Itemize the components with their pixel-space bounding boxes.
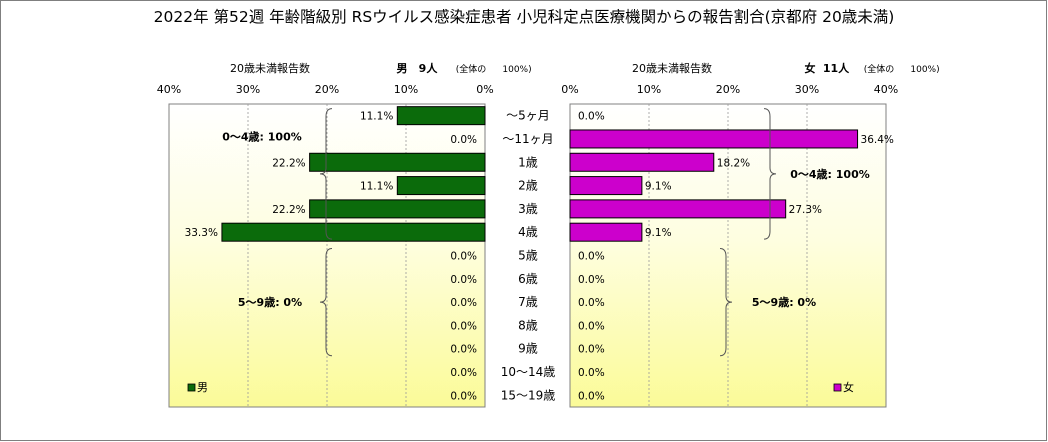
female-header-label: 20歳未満報告数 [632,62,712,75]
male-value-label: 0.0% [450,274,477,286]
female-tick-label: 40% [874,83,898,96]
category-label: 3歳 [518,202,538,216]
male-annotation-5-9: 5～9歳: 0% [238,295,302,309]
female-annotation-5-9: 5～9歳: 0% [752,295,816,309]
female-bar [569,152,715,172]
category-label: 6歳 [518,272,538,286]
female-value-label: 36.4% [861,134,894,146]
male-brace-5-9 [319,248,333,357]
category-label: 9歳 [518,342,538,356]
male-header-pct: 100%) [502,65,531,75]
female-annotation-0-4: 0～4歳: 100% [790,167,870,181]
category-label: 8歳 [518,318,538,332]
male-tick-label: 0% [476,83,493,96]
female-value-label: 0.0% [578,344,605,356]
female-tick-label: 10% [637,83,661,96]
male-header-label: 20歳未満報告数 [230,62,310,75]
female-value-label: 9.1% [645,181,672,193]
female-value-label: 0.0% [578,251,605,263]
female-value-label: 18.2% [717,157,750,169]
female-value-label: 0.0% [578,390,605,402]
male-legend-label: 男 [197,381,208,394]
male-header-note: (全体の [456,63,487,75]
male-value-label: 0.0% [450,297,477,309]
male-bar [221,222,486,242]
male-legend-swatch [187,383,196,392]
category-label: 15～19歳 [501,388,556,402]
male-tick-label: 20% [315,83,339,96]
category-label: 4歳 [518,225,538,239]
female-header-note: (全体の [864,63,895,75]
male-tick-label: 40% [157,83,181,96]
category-label: 2歳 [518,179,538,193]
female-value-label: 0.0% [578,367,605,379]
male-tick-label: 10% [394,83,418,96]
male-tick-label: 30% [236,83,260,96]
male-annotation-0-4: 0～4歳: 100% [222,129,302,143]
category-label: 7歳 [518,295,538,309]
female-tick-label: 30% [795,83,819,96]
male-value-label: 0.0% [450,390,477,402]
male-bar [309,152,486,172]
female-bar [569,222,643,242]
female-value-label: 0.0% [578,320,605,332]
male-header-count: 9人 [419,61,439,75]
plot-layer: 0%10%20%30%40%20歳未満報告数男 9人 (全体の 100%)11.1%0… [157,61,940,408]
female-value-label: 9.1% [645,227,672,239]
female-legend-label: 女 [843,380,854,394]
female-tick-label: 0% [561,83,578,96]
male-value-label: 0.0% [450,251,477,263]
female-value-label: 0.0% [578,297,605,309]
male-bar [396,106,486,126]
female-legend-swatch [833,383,842,392]
category-label: 5歳 [518,249,538,263]
category-label: 10～14歳 [501,365,556,379]
female-bar [569,129,859,149]
category-label: ～11ヶ月 [502,132,553,146]
male-value-label: 22.2% [272,157,305,169]
male-value-label: 0.0% [450,320,477,332]
category-label: ～5ヶ月 [506,109,550,123]
male-value-label: 11.1% [360,181,393,193]
male-brace-0-4 [319,108,333,240]
female-bar [569,176,643,196]
male-value-label: 33.3% [185,227,218,239]
female-value-label: 0.0% [578,111,605,123]
female-tick-label: 20% [716,83,740,96]
male-bar [309,199,486,219]
male-value-label: 0.0% [450,134,477,146]
male-value-label: 22.2% [272,204,305,216]
female-header-name: 女 [805,61,816,75]
chart-title: 2022年 第52週 年齢階級別 RSウイルス感染症患者 小児科定点医療機関から… [154,8,895,26]
female-brace-5-9 [719,248,733,357]
female-brace-0-4 [763,108,777,240]
male-header-name: 男 [397,62,408,75]
female-header-pct: 100%) [910,65,939,75]
male-bar [396,176,486,196]
female-bar [569,199,787,219]
category-label: 1歳 [518,155,538,169]
female-value-label: 0.0% [578,274,605,286]
male-value-label: 0.0% [450,344,477,356]
female-value-label: 27.3% [789,204,822,216]
male-value-label: 0.0% [450,367,477,379]
male-value-label: 11.1% [360,111,393,123]
female-header-count: 11人 [823,61,850,75]
